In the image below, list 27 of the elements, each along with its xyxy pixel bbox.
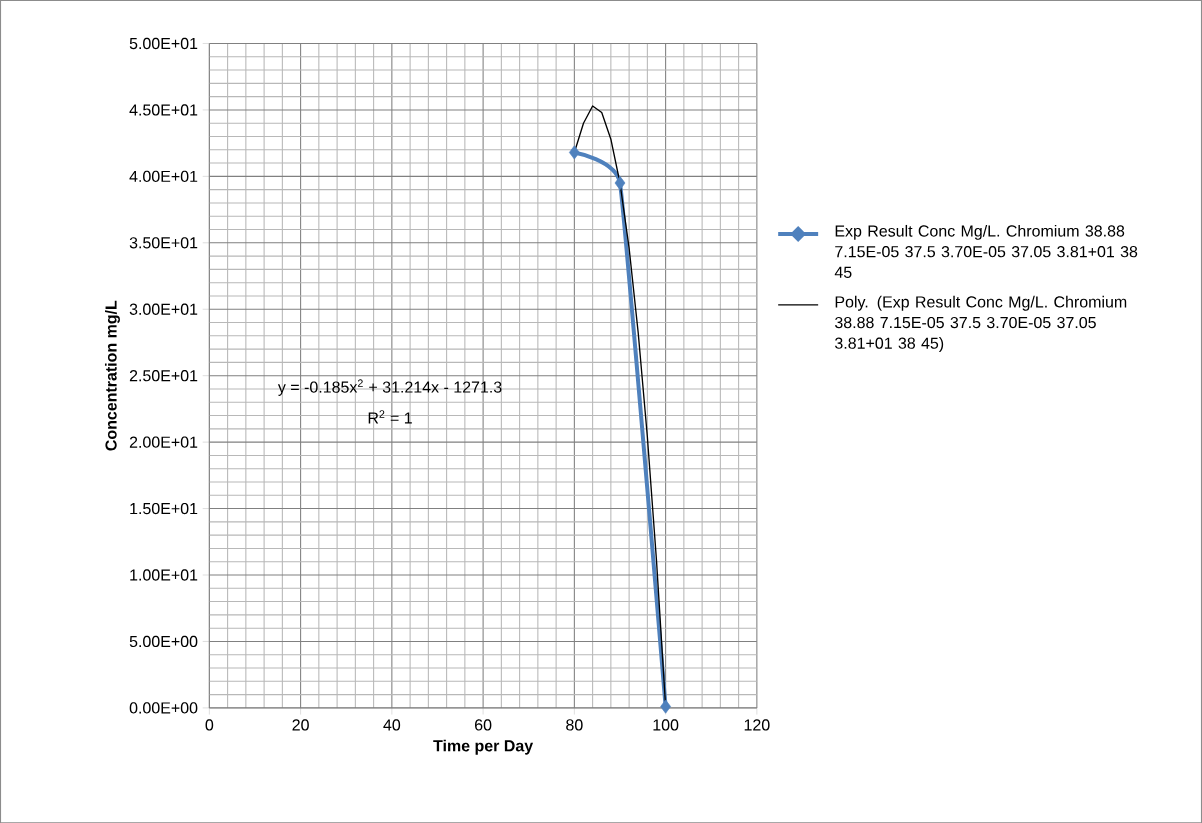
legend-label: Exp Result Conc Mg/L. Chromium 38.88 7.15E-05 37.5 3.70E-05 37.05 3.81+01 38 45 xyxy=(834,224,1138,278)
x-tick-label: 60 xyxy=(475,719,492,731)
y-tick-label: 3.00E+01 xyxy=(129,303,198,315)
y-tick-label: 1.00E+01 xyxy=(130,569,198,581)
annotation: y = -0.185x$^{2}$ + 31.214x - 1271.3 xyxy=(277,379,502,396)
point xyxy=(569,145,580,160)
y-tick-label: 4.50E+01 xyxy=(129,104,198,116)
y-tick-label: 1.50E+01 xyxy=(130,502,198,515)
y-tick-label: 5.00E+00 xyxy=(129,635,198,647)
legend-label: Poly. (Exp Result Conc Mg/L. Chromium 38.88 7.15E-05 37.5 3.70E-05 37.05 3.81+01 38 45) xyxy=(835,295,1127,352)
x-tick-label: 120 xyxy=(744,719,770,731)
y-tick-label: 5.00E+01 xyxy=(129,37,198,49)
x-axis-title: Time per Day xyxy=(433,739,534,755)
x-tick-label: 20 xyxy=(292,719,309,731)
x-tick-label: 100 xyxy=(653,719,679,731)
y-tick-label: 0.00E+00 xyxy=(129,702,198,714)
y-tick-label: 3.50E+01 xyxy=(129,237,198,249)
x-tick-label: 80 xyxy=(566,719,583,731)
point xyxy=(660,699,671,714)
point xyxy=(614,175,626,190)
y-axis-title: Concentration mg/L xyxy=(104,300,120,451)
annotation: R$^{2}$ = 1 xyxy=(368,410,412,424)
x-tick-label: 0 xyxy=(205,719,214,731)
y-tick-label: 2.00E+01 xyxy=(129,436,198,448)
y-tick-label: 4.00E+01 xyxy=(129,170,198,182)
y-tick-label: 2.50E+01 xyxy=(129,369,198,382)
x-tick-label: 40 xyxy=(383,719,401,731)
